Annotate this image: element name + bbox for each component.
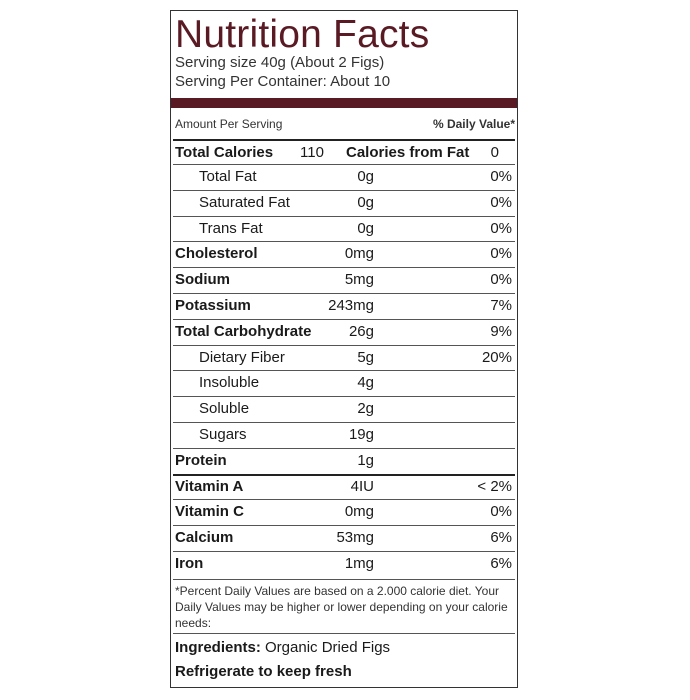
nutrient-name: Cholesterol xyxy=(175,245,258,263)
nutrient-amount: 1g xyxy=(357,451,374,469)
amount-per-serving: Amount Per Serving xyxy=(175,117,283,131)
nutrient-amount: 4IU xyxy=(350,477,374,495)
rule xyxy=(173,579,515,580)
nutrient-name: Calcium xyxy=(175,529,234,547)
nutrient-amount: 243mg xyxy=(328,297,374,314)
servings: Serving Per Container: About 10 xyxy=(175,73,391,90)
nutrient-dv: 9% xyxy=(490,322,512,340)
ingredients: Ingredients: Organic Dried Figs xyxy=(175,639,390,656)
rule xyxy=(173,551,515,552)
nutrient-amount: 53mg xyxy=(336,529,374,547)
rule xyxy=(173,499,515,501)
nutrition-label: Nutrition Facts Serving size 40g (About … xyxy=(170,10,518,688)
nutrient-amount: 0g xyxy=(357,193,374,211)
nutrient-name: Iron xyxy=(175,555,204,572)
nutrient-dv: 0% xyxy=(490,193,512,211)
rule xyxy=(173,318,515,320)
rule xyxy=(173,215,515,217)
nutrient-name: Saturated Fat xyxy=(199,193,290,211)
calories-label: Total Calories xyxy=(175,144,274,161)
rule xyxy=(173,473,515,476)
nutrient-dv: 0% xyxy=(490,168,512,185)
nutrient-dv: 0% xyxy=(490,219,512,237)
nutrient-dv: 0% xyxy=(490,245,512,263)
rule xyxy=(173,344,515,346)
ingredients-text: Organic Dried Figs xyxy=(265,639,391,656)
serving-size: Serving size 40g (About 2 Figs) xyxy=(175,54,385,71)
footnote: *Percent Daily Values are based on a 2.0… xyxy=(175,584,508,630)
nutrient-name: Sodium xyxy=(175,271,230,289)
nutrient-name: Soluble xyxy=(199,400,250,418)
rule xyxy=(173,293,515,294)
divider-bar xyxy=(171,98,517,108)
title: Nutrition Facts xyxy=(175,13,430,56)
nutrient-name: Dietary Fiber xyxy=(199,348,285,366)
nutrient-amount: 5g xyxy=(357,348,374,366)
nutrient-amount: 0g xyxy=(357,168,374,185)
nutrient-dv: 6% xyxy=(490,529,512,547)
calories-value: 110 xyxy=(300,144,324,161)
nutrient-amount: 0mg xyxy=(344,245,374,263)
calories-fat-label: Calories from Fat xyxy=(346,144,470,161)
rule xyxy=(173,396,515,398)
nutrient-amount: 4g xyxy=(357,374,374,392)
rule xyxy=(173,370,515,372)
nutrient-amount: 5mg xyxy=(344,271,374,289)
nutrient-amount: 1mg xyxy=(344,555,374,572)
daily-value-header: % Daily Value* xyxy=(432,117,515,131)
nutrient-name: Insoluble xyxy=(199,374,260,392)
nutrient-dv: 0% xyxy=(490,271,512,289)
nutrient-dv: < 2% xyxy=(477,477,512,495)
nutrient-name: Vitamin A xyxy=(175,477,244,495)
nutrient-dv: 7% xyxy=(490,297,512,314)
calories-fat-value: 0 xyxy=(490,144,499,161)
rule xyxy=(173,139,515,141)
nutrient-amount: 19g xyxy=(348,426,374,443)
nutrient-name: Trans Fat xyxy=(199,219,263,237)
rule xyxy=(173,189,515,191)
rule xyxy=(173,422,515,423)
rule xyxy=(173,447,515,449)
ingredients-label: Ingredients: xyxy=(175,639,261,656)
nutrient-amount: 0mg xyxy=(344,503,374,521)
nutrient-amount: 26g xyxy=(348,322,374,340)
rule xyxy=(173,633,515,634)
rule xyxy=(173,525,515,527)
nutrient-dv: 6% xyxy=(490,555,512,572)
nutrient-name: Sugars xyxy=(199,426,247,443)
rule xyxy=(173,164,515,165)
nutrient-amount: 2g xyxy=(357,400,374,418)
nutrient-name: Vitamin C xyxy=(175,503,244,521)
nutrient-name: Total Carbohydrate xyxy=(175,322,312,340)
nutrient-dv: 20% xyxy=(481,348,512,366)
rule xyxy=(173,241,515,243)
nutrient-amount: 0g xyxy=(357,219,374,237)
nutrient-name: Protein xyxy=(175,451,227,469)
nutrient-dv: 0% xyxy=(490,503,512,521)
nutrient-name: Total Fat xyxy=(199,168,257,185)
storage: Refrigerate to keep fresh xyxy=(175,663,352,680)
rule xyxy=(173,267,515,269)
nutrient-name: Potassium xyxy=(175,297,251,314)
